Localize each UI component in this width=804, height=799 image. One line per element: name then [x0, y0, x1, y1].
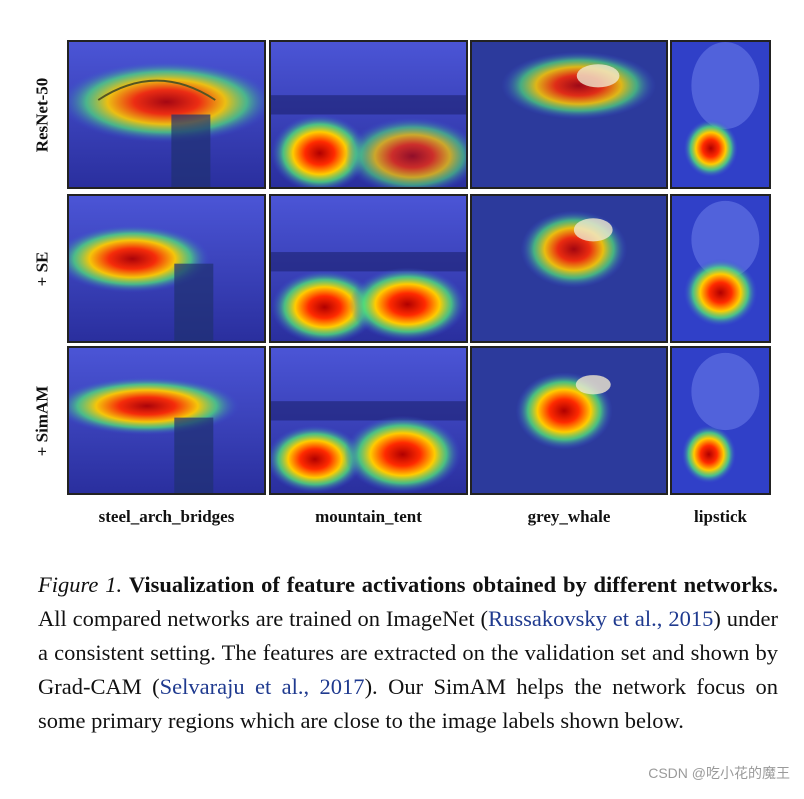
- panel-se-bridge: [67, 194, 266, 343]
- caption-title: Visualization of feature activations obt…: [128, 572, 779, 597]
- panel-simam-tent: [269, 346, 468, 495]
- watermark: CSDN @吃小花的魔王: [648, 765, 790, 781]
- column-label-bridges: steel_arch_bridges: [98, 507, 235, 526]
- row-label-se: + SE: [31, 251, 51, 287]
- row-label-resnet: ResNet-50: [32, 77, 51, 153]
- panel-se-whale: [470, 194, 668, 343]
- panel-simam-lipstick: [670, 346, 771, 495]
- column-label-lipstick: lipstick: [694, 507, 747, 526]
- panel-se-lipstick: [670, 194, 771, 343]
- panel-simam-whale: [470, 346, 668, 495]
- panel-resnet-tent: [269, 40, 468, 189]
- caption-text: All compared networks are trained on Ima…: [38, 606, 489, 631]
- figure-number: Figure 1.: [38, 572, 123, 597]
- row-label-simam: + SimAM: [32, 385, 52, 457]
- caption-text: ). Our SimAM helps the network focus on …: [38, 674, 778, 733]
- panel-se-tent: [269, 194, 468, 343]
- panel-resnet-bridge: [67, 40, 266, 189]
- citation-link[interactable]: Russakovsky et al., 2015: [488, 606, 714, 631]
- column-label-whale: grey_whale: [527, 507, 611, 526]
- column-label-tent: mountain_tent: [315, 507, 422, 526]
- activation-figure: ResNet-50 + SE + SimAM: [31, 40, 771, 526]
- panel-simam-bridge: [67, 346, 266, 495]
- panel-resnet-whale: [470, 40, 668, 189]
- panel-resnet-lipstick: [670, 40, 771, 189]
- figure-caption: Figure 1. Visualization of feature activ…: [38, 568, 778, 738]
- caption-text: ) under a consistent setting. The featur…: [38, 606, 778, 699]
- citation-link[interactable]: Selvaraju et al., 2017: [159, 674, 365, 699]
